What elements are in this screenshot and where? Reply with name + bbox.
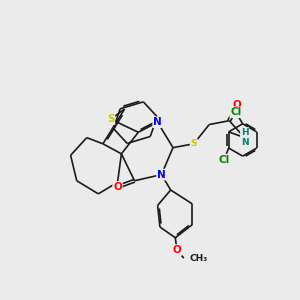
Text: Cl: Cl: [218, 154, 230, 165]
Text: N: N: [157, 169, 166, 180]
Text: O: O: [172, 245, 181, 255]
Text: S: S: [107, 114, 114, 124]
Text: S: S: [190, 139, 197, 148]
Text: N: N: [153, 117, 162, 127]
Text: O: O: [232, 100, 241, 110]
Text: H
N: H N: [241, 128, 248, 147]
Text: Cl: Cl: [230, 107, 242, 117]
Text: O: O: [113, 182, 122, 192]
Text: CH₃: CH₃: [190, 254, 208, 262]
